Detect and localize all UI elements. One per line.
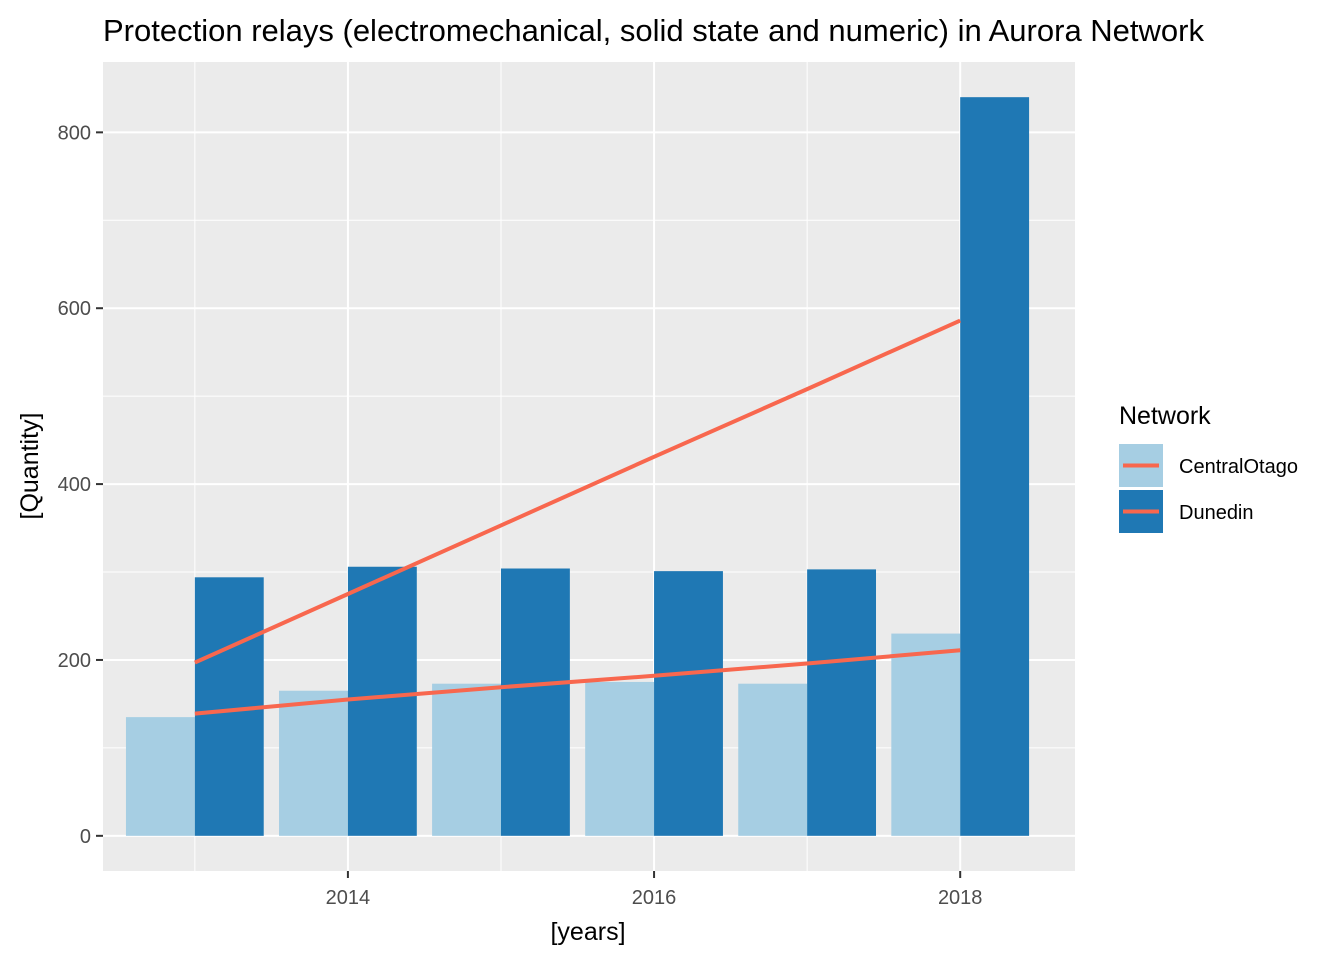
chart-title: Protection relays (electromechanical, so… xyxy=(103,13,1204,48)
legend-label-centralotago: CentralOtago xyxy=(1179,456,1298,478)
bar-centralotago-2017 xyxy=(738,683,808,836)
bar-centralotago-2016 xyxy=(585,681,655,836)
y-axis-title: [Quantity] xyxy=(16,413,44,520)
bar-centralotago-2013 xyxy=(125,717,195,836)
legend-title: Network xyxy=(1119,402,1211,430)
bar-centralotago-2015 xyxy=(432,683,501,836)
bar-centralotago-2014 xyxy=(279,690,348,836)
bar-dunedin-2015 xyxy=(500,568,570,836)
bar-dunedin-2017 xyxy=(807,569,877,836)
bar-centralotago-2018 xyxy=(891,633,961,836)
x-tick-label: 2014 xyxy=(326,887,371,909)
x-tick-label: 2018 xyxy=(938,887,983,909)
bar-dunedin-2016 xyxy=(654,571,723,836)
legend: Network CentralOtago Dunedin xyxy=(1119,402,1298,533)
trend-lines xyxy=(194,318,962,716)
y-tick-label: 0 xyxy=(80,826,91,848)
trend-line-dunedin xyxy=(194,318,962,665)
legend-label-dunedin: Dunedin xyxy=(1179,502,1254,524)
y-tick-label: 800 xyxy=(58,122,91,144)
trend-line-centralotago xyxy=(194,648,961,716)
bar-dunedin-2014 xyxy=(347,566,417,836)
y-tick-label: 400 xyxy=(58,474,91,496)
x-axis: 2014 2016 2018 xyxy=(326,871,983,909)
y-axis: 0 200 400 600 800 xyxy=(58,122,103,848)
x-axis-title: [years] xyxy=(550,918,625,946)
bars xyxy=(125,97,1030,836)
y-tick-label: 200 xyxy=(58,650,91,672)
bar-dunedin-2018 xyxy=(960,97,1030,836)
x-tick-label: 2016 xyxy=(632,887,677,909)
y-tick-label: 600 xyxy=(58,298,91,320)
